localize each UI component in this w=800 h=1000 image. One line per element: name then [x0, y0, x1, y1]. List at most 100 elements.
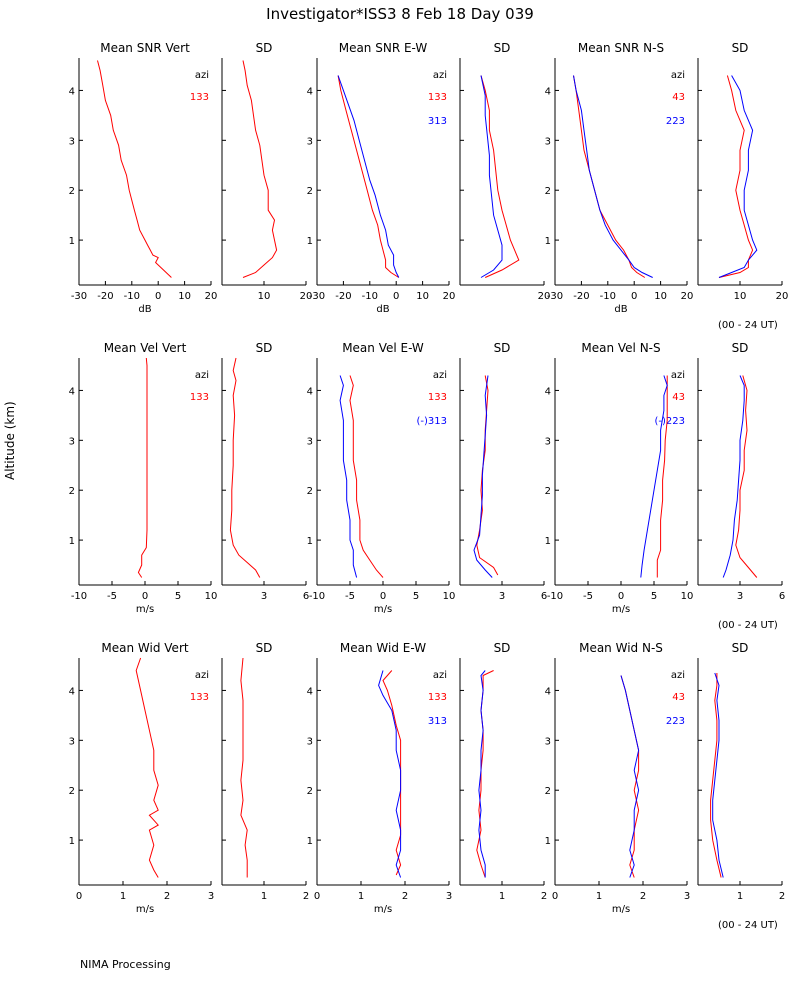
- x-tick-label: 1: [358, 891, 364, 902]
- x-axis-label: dB: [138, 304, 151, 315]
- x-tick-label: 0: [631, 291, 637, 302]
- series-line-red: [240, 657, 248, 878]
- x-axis-label: m/s: [136, 904, 154, 915]
- legend-header: azi: [195, 370, 209, 381]
- x-tick-label: -20: [97, 291, 113, 302]
- x-tick-label: -5: [583, 591, 593, 602]
- y-tick-label: 1: [69, 236, 75, 247]
- x-tick-label: 3: [737, 591, 743, 602]
- panel-wid-ns-sd: SD 1 2: [697, 641, 785, 902]
- series-line-blue: [620, 675, 640, 878]
- legend-header: azi: [433, 370, 447, 381]
- legend-entry-red: 133: [428, 692, 447, 703]
- x-tick-label: 2: [303, 891, 309, 902]
- x-tick-label: -20: [573, 291, 589, 302]
- y-tick-label: 1: [545, 536, 551, 547]
- series-line-red: [242, 60, 278, 278]
- series-line-red: [476, 375, 499, 576]
- y-tick-label: 1: [69, 836, 75, 847]
- panel-title: Mean Vel Vert: [104, 341, 187, 355]
- panel-wid-vert-sd: SD 1 2: [221, 641, 309, 902]
- x-tick-label: 10: [681, 591, 694, 602]
- x-axis-label: m/s: [374, 604, 392, 615]
- panel-vel-vert-sd: SD 3 6: [221, 341, 309, 602]
- x-tick-label: 0: [155, 291, 161, 302]
- y-tick-label: 1: [307, 836, 313, 847]
- x-tick-label: 1: [737, 891, 743, 902]
- x-tick-label: 0: [393, 291, 399, 302]
- x-tick-label: 6: [303, 591, 309, 602]
- x-tick-label: 3: [499, 591, 505, 602]
- x-tick-label: -10: [600, 291, 616, 302]
- x-axis-label: dB: [614, 304, 627, 315]
- legend-entry-blue: (-)223: [655, 416, 686, 427]
- y-tick-label: 3: [545, 736, 551, 747]
- x-tick-label: 20: [681, 291, 694, 302]
- series-line-red: [710, 673, 722, 878]
- panel-vel-vert: Mean Vel Vert 1 2 3 4 -10 -5 0 5 10 m/s azi 133: [69, 341, 218, 615]
- y-tick-label: 1: [545, 836, 551, 847]
- panel-snr-ew-sd: SD 20: [459, 41, 550, 302]
- panel-title: Mean SNR Vert: [100, 41, 190, 55]
- x-tick-label: 2: [541, 891, 547, 902]
- x-tick-label: 0: [76, 891, 82, 902]
- y-tick-label: 2: [69, 186, 75, 197]
- x-tick-label: 1: [499, 891, 505, 902]
- y-tick-label: 3: [545, 436, 551, 447]
- series-line-blue: [480, 75, 503, 278]
- y-tick-label: 2: [69, 486, 75, 497]
- series-line-red: [349, 375, 384, 578]
- panel-title: SD: [732, 641, 749, 655]
- x-axis-label: m/s: [612, 604, 630, 615]
- y-tick-label: 2: [545, 786, 551, 797]
- x-tick-label: 3: [261, 591, 267, 602]
- panel-title: SD: [494, 41, 511, 55]
- panel-snr-ns-sd: SD 10 20: [697, 41, 789, 302]
- legend-entry-blue: 313: [428, 716, 447, 727]
- y-tick-label: 3: [545, 136, 551, 147]
- panel-title: Mean Wid Vert: [101, 641, 188, 655]
- x-tick-label: 1: [261, 891, 267, 902]
- x-tick-label: -30: [547, 291, 563, 302]
- series-line-red: [382, 670, 402, 876]
- x-tick-label: 10: [178, 291, 191, 302]
- panel-title: SD: [732, 41, 749, 55]
- x-tick-label: 0: [552, 891, 558, 902]
- legend-entry-red: 43: [672, 692, 685, 703]
- legend-entry-red: 133: [428, 92, 447, 103]
- x-tick-label: 10: [734, 291, 747, 302]
- x-tick-label: 3: [684, 891, 690, 902]
- panel-title: SD: [732, 341, 749, 355]
- series-line-blue: [573, 75, 653, 278]
- x-tick-label: 20: [776, 291, 789, 302]
- y-tick-label: 4: [307, 86, 313, 97]
- series-line-blue: [722, 375, 745, 578]
- panel-wid-ew: Mean Wid E-W 1 2 3 4 0 1 2 3 m/s azi 133 313: [307, 641, 453, 915]
- x-tick-label: 10: [654, 291, 667, 302]
- x-axis-label: m/s: [374, 904, 392, 915]
- series-line-red: [573, 75, 646, 278]
- y-tick-label: 3: [307, 136, 313, 147]
- series-line-blue: [718, 75, 758, 278]
- y-tick-label: 3: [69, 136, 75, 147]
- x-tick-label: 10: [258, 291, 271, 302]
- x-tick-label: -10: [124, 291, 140, 302]
- series-line-red: [97, 60, 172, 278]
- y-tick-label: 2: [307, 186, 313, 197]
- y-tick-label: 1: [307, 536, 313, 547]
- x-tick-label: 0: [314, 891, 320, 902]
- panel-snr-vert-sd: SD 10 20: [221, 41, 312, 302]
- x-tick-label: 2: [402, 891, 408, 902]
- series-line-blue: [478, 670, 486, 878]
- panel-vel-ns: Mean Vel N-S 1 2 3 4 -10 -5 0 5 10 m/s azi 43 (-)223: [545, 341, 694, 615]
- x-tick-label: -20: [335, 291, 351, 302]
- panel-wid-vert: Mean Wid Vert 1 2 3 4 0 1 2 3 m/s azi 133: [69, 641, 215, 915]
- panel-title: Mean SNR E-W: [339, 41, 428, 55]
- x-tick-label: -5: [107, 591, 117, 602]
- x-tick-label: 2: [164, 891, 170, 902]
- y-tick-label: 4: [307, 686, 313, 697]
- x-axis-label: m/s: [136, 604, 154, 615]
- panel-title: Mean Vel N-S: [581, 341, 660, 355]
- panel-vel-ns-sd: SD 3 6: [697, 341, 785, 602]
